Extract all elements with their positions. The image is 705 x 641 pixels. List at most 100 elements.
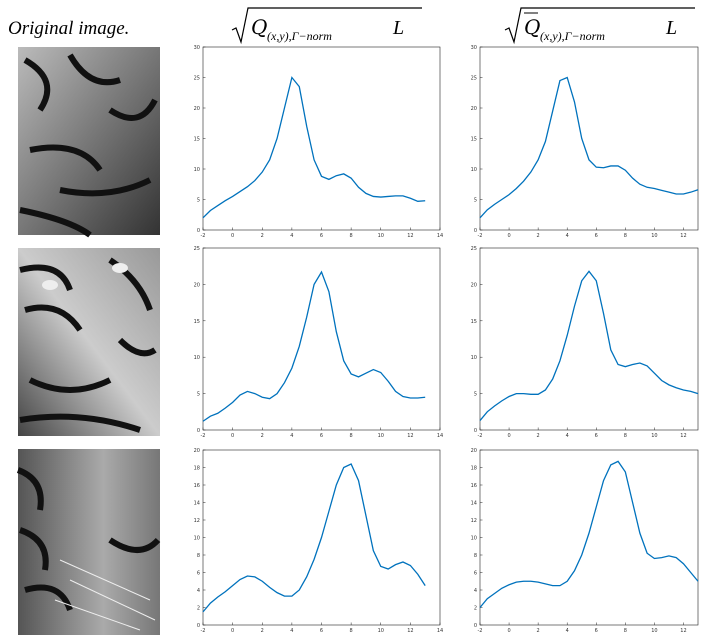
- y-tick-label: 16: [471, 483, 477, 489]
- x-tick-label: -2: [478, 233, 483, 239]
- y-tick-label: 30: [194, 45, 200, 51]
- y-tick-label: 0: [474, 428, 477, 434]
- y-tick-label: 25: [471, 246, 477, 252]
- x-tick-label: 2: [537, 233, 540, 239]
- x-tick-label: 2: [537, 628, 540, 634]
- x-tick-label: 10: [651, 433, 657, 439]
- axes-frame: [203, 248, 440, 430]
- y-tick-label: 18: [194, 466, 200, 472]
- x-tick-label: -2: [201, 233, 206, 239]
- y-tick-label: 20: [471, 282, 477, 288]
- x-tick-label: 6: [320, 433, 323, 439]
- y-tick-label: 8: [197, 553, 200, 559]
- suffix: L: [665, 17, 677, 39]
- x-tick-label: -2: [201, 433, 206, 439]
- y-tick-label: 6: [474, 571, 477, 577]
- x-tick-label: 10: [651, 628, 657, 634]
- y-tick-label: 20: [194, 106, 200, 112]
- x-tick-label: 12: [680, 628, 686, 634]
- symbol: Q: [251, 15, 267, 39]
- x-tick-label: 10: [378, 628, 384, 634]
- y-tick-label: 8: [474, 553, 477, 559]
- axes-frame: [480, 248, 698, 430]
- x-tick-label: 0: [507, 233, 510, 239]
- y-tick-label: 5: [197, 198, 200, 204]
- y-tick-label: 4: [197, 588, 200, 594]
- axes-frame: [480, 450, 698, 625]
- x-tick-label: 0: [231, 233, 234, 239]
- suffix: L: [392, 17, 404, 39]
- y-tick-label: 0: [197, 428, 200, 434]
- y-tick-label: 30: [471, 45, 477, 51]
- x-tick-label: 4: [566, 233, 569, 239]
- y-tick-label: 15: [194, 137, 200, 143]
- x-tick-label: 12: [680, 233, 686, 239]
- x-tick-label: 10: [651, 233, 657, 239]
- y-tick-label: 2: [474, 606, 477, 612]
- y-tick-label: 0: [474, 623, 477, 629]
- y-tick-label: 14: [194, 501, 200, 507]
- x-tick-label: 8: [350, 433, 353, 439]
- x-tick-label: 8: [624, 628, 627, 634]
- y-tick-label: 15: [471, 319, 477, 325]
- x-tick-label: 8: [624, 233, 627, 239]
- y-tick-label: 12: [471, 518, 477, 524]
- x-tick-label: 12: [407, 433, 413, 439]
- tiger-image: [18, 248, 160, 436]
- x-tick-label: 10: [378, 233, 384, 239]
- y-tick-label: 20: [471, 106, 477, 112]
- x-tick-label: 8: [350, 628, 353, 634]
- y-tick-label: 10: [471, 355, 477, 361]
- y-tick-label: 25: [471, 76, 477, 82]
- figure: Original image. Q(x,y),Γ−normLQ(x,y),Γ−n…: [0, 0, 705, 641]
- column-header: Q(x,y),Γ−norm L: [232, 8, 422, 43]
- x-tick-label: 4: [290, 628, 293, 634]
- y-tick-label: 10: [471, 167, 477, 173]
- y-tick-label: 10: [471, 536, 477, 542]
- y-tick-label: 10: [194, 355, 200, 361]
- tiger-image: [18, 449, 160, 635]
- x-tick-label: 2: [261, 433, 264, 439]
- y-tick-label: 10: [194, 167, 200, 173]
- axes-frame: [203, 47, 440, 230]
- y-tick-label: 15: [471, 137, 477, 143]
- tiger-image: [18, 47, 160, 235]
- x-tick-label: 10: [378, 433, 384, 439]
- y-tick-label: 2: [197, 606, 200, 612]
- x-tick-label: 14: [437, 628, 443, 634]
- y-tick-label: 25: [194, 246, 200, 252]
- y-tick-label: 10: [194, 536, 200, 542]
- x-tick-label: 0: [231, 628, 234, 634]
- y-tick-label: 25: [194, 76, 200, 82]
- x-tick-label: 6: [595, 233, 598, 239]
- x-tick-label: 2: [261, 233, 264, 239]
- x-tick-label: 6: [595, 433, 598, 439]
- y-tick-label: 18: [471, 466, 477, 472]
- x-tick-label: 4: [290, 233, 293, 239]
- x-tick-label: 8: [624, 433, 627, 439]
- page: {"header": {"image_label": "Original ima…: [0, 0, 705, 641]
- x-tick-label: 6: [595, 628, 598, 634]
- y-tick-label: 4: [474, 588, 477, 594]
- y-tick-label: 5: [474, 198, 477, 204]
- y-tick-label: 0: [474, 228, 477, 234]
- y-tick-label: 5: [197, 392, 200, 398]
- subscript: (x,y),Γ−norm: [267, 29, 332, 43]
- x-tick-label: 12: [407, 233, 413, 239]
- x-tick-label: 8: [350, 233, 353, 239]
- x-tick-label: 0: [231, 433, 234, 439]
- y-tick-label: 20: [194, 282, 200, 288]
- x-tick-label: 6: [320, 628, 323, 634]
- image-label: Original image.: [8, 18, 129, 39]
- y-tick-label: 16: [194, 483, 200, 489]
- x-tick-label: 4: [290, 433, 293, 439]
- x-tick-label: 14: [437, 433, 443, 439]
- x-tick-label: 12: [680, 433, 686, 439]
- y-tick-label: 5: [474, 392, 477, 398]
- chart: -20246810121402468101214161820: [194, 448, 444, 634]
- x-tick-label: 0: [507, 433, 510, 439]
- x-tick-label: 2: [537, 433, 540, 439]
